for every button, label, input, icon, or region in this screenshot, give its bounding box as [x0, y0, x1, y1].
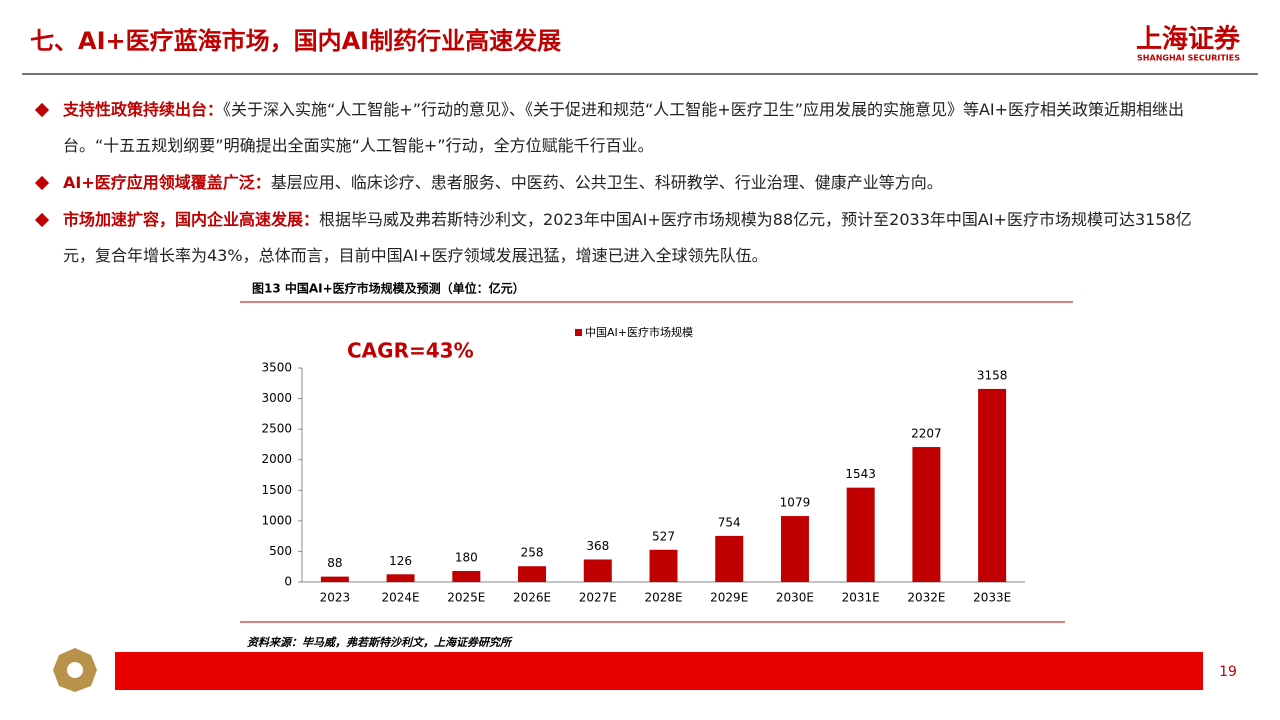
legend-swatch	[575, 329, 582, 336]
value-label: 3158	[977, 368, 1008, 382]
bar	[518, 566, 547, 582]
bullet-text: 根据毕马威及弗若斯特沙利文，2023年中国AI+医疗市场规模为88亿元，预计至2…	[63, 210, 1192, 265]
y-tick-label: 0	[284, 575, 292, 589]
bar	[649, 549, 678, 582]
x-tick-label: 2033E	[973, 591, 1011, 605]
bullet: 支持性政策持续出台：《关于深入实施“人工智能+”行动的意见》、《关于促进和规范“…	[34, 92, 1213, 164]
bar	[846, 487, 875, 582]
bullet-text: 《关于深入实施“人工智能+”行动的意见》、《关于促进和规范“人工智能+医疗卫生”…	[63, 100, 1185, 155]
bar	[452, 570, 481, 582]
bullet-text: 基层应用、临床诊疗、患者服务、中医药、公共卫生、科研教学、行业治理、健康产业等方…	[270, 173, 943, 192]
bullet: AI+医疗应用领域覆盖广泛：基层应用、临床诊疗、患者服务、中医药、公共卫生、科研…	[34, 165, 1213, 201]
bar	[583, 559, 612, 582]
y-tick-label: 1000	[261, 513, 292, 527]
x-tick-label: 2025E	[447, 591, 485, 605]
slide-title: 七、AI+医疗蓝海市场，国内AI制药行业高速发展	[30, 27, 561, 55]
x-tick-label: 2032E	[907, 591, 945, 605]
bar	[715, 535, 744, 582]
bullet-heading: 市场加速扩容，国内企业高速发展：	[63, 210, 320, 229]
page-number: 19	[1219, 664, 1237, 680]
x-tick-label: 2024E	[382, 591, 420, 605]
x-tick-label: 2029E	[710, 591, 748, 605]
value-label: 126	[389, 554, 412, 568]
bullet: 市场加速扩容，国内企业高速发展：根据毕马威及弗若斯特沙利文，2023年中国AI+…	[34, 202, 1213, 274]
y-tick-label: 500	[269, 544, 292, 558]
value-label: 258	[521, 546, 544, 560]
bar	[912, 447, 941, 582]
x-tick-label: 2030E	[776, 591, 814, 605]
y-tick-label: 3500	[261, 361, 292, 375]
value-label: 2207	[911, 427, 942, 441]
value-label: 88	[327, 556, 342, 570]
bar	[386, 574, 415, 582]
value-label: 368	[586, 539, 609, 553]
bullet-heading: 支持性政策持续出台：	[63, 100, 224, 119]
bar	[978, 388, 1007, 582]
legend-label: 中国AI+医疗市场规模	[585, 325, 693, 339]
annotation: CAGR=43%	[347, 339, 474, 363]
x-tick-label: 2031E	[842, 591, 880, 605]
logo-en: SHANGHAI SECURITIES	[1137, 54, 1240, 63]
source: 资料来源：毕马威，弗若斯特沙利文，上海证券研究所	[247, 636, 513, 649]
bar	[780, 516, 809, 582]
value-label: 527	[652, 529, 675, 543]
x-tick-label: 2028E	[644, 591, 682, 605]
logo: 上海证券	[1136, 25, 1241, 55]
x-tick-label: 2027E	[579, 591, 617, 605]
y-tick-label: 2500	[261, 422, 292, 436]
footer-bar	[115, 652, 1203, 690]
value-label: 1079	[780, 496, 811, 510]
y-tick-label: 1500	[261, 483, 292, 497]
bullet-heading: AI+医疗应用领域覆盖广泛：	[63, 173, 271, 192]
figure-caption: 图13 中国AI+医疗市场规模及预测（单位：亿元）	[252, 281, 525, 296]
y-tick-label: 2000	[261, 452, 292, 466]
x-tick-label: 2026E	[513, 591, 551, 605]
bar	[320, 576, 349, 582]
value-label: 1543	[845, 467, 876, 481]
y-tick-label: 3000	[261, 391, 292, 405]
value-label: 180	[455, 550, 478, 564]
value-label: 754	[718, 515, 741, 529]
x-tick-label: 2023	[320, 591, 351, 605]
logo-emblem-center	[67, 662, 83, 678]
